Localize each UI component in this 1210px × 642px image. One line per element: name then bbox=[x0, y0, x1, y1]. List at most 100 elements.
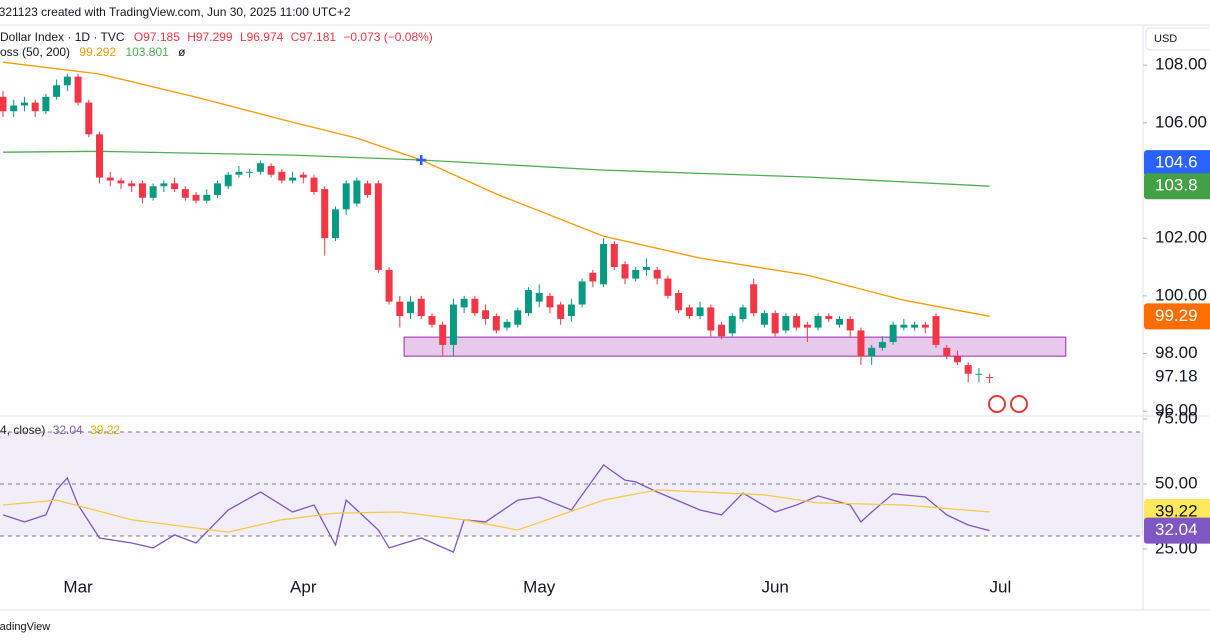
candle-body bbox=[331, 209, 339, 239]
candle-body bbox=[417, 298, 425, 317]
ohlc-open: O97.185 bbox=[134, 30, 180, 44]
candle-body bbox=[31, 102, 39, 112]
ohlc-low: L96.974 bbox=[240, 30, 284, 44]
candle-body bbox=[889, 324, 897, 343]
rsi-badge-label: 32.04 bbox=[1155, 520, 1198, 539]
rsi-ma-value: 39.22 bbox=[90, 423, 120, 437]
currency-box[interactable] bbox=[1145, 27, 1210, 51]
candle-body bbox=[181, 189, 189, 198]
rsi-value: 32.04 bbox=[53, 423, 83, 437]
line-series bbox=[2, 61, 990, 317]
candle-body bbox=[857, 330, 865, 357]
candle-body bbox=[20, 102, 28, 106]
candle-body bbox=[310, 177, 318, 193]
candle-body bbox=[117, 180, 125, 184]
candle-body bbox=[653, 269, 661, 279]
author-line: 3321123 created with TradingView.com, Ju… bbox=[0, 5, 351, 19]
candle-body bbox=[739, 307, 747, 319]
footer-logo: radingView bbox=[0, 621, 50, 633]
support-zone bbox=[403, 336, 1067, 357]
candle-body bbox=[342, 183, 350, 210]
candle-body bbox=[492, 316, 500, 331]
y-tick-label: 102.00 bbox=[1155, 228, 1207, 247]
candle-body bbox=[246, 171, 254, 173]
candle-body bbox=[224, 174, 232, 187]
candle-body bbox=[878, 342, 886, 348]
candle-body bbox=[707, 307, 715, 331]
candle-body bbox=[171, 183, 179, 190]
candle-body bbox=[632, 269, 640, 279]
candle-body bbox=[578, 281, 586, 305]
rsi-badge-label: 39.22 bbox=[1155, 501, 1198, 520]
candle-body bbox=[514, 310, 522, 325]
candle-body bbox=[610, 243, 618, 268]
candle-body bbox=[267, 166, 275, 175]
ma-line: oss (50, 200) 99.292 103.801 ø bbox=[0, 45, 186, 59]
line-series bbox=[2, 489, 990, 533]
candle-body bbox=[374, 183, 382, 270]
candle-body bbox=[535, 292, 543, 302]
y-tick-label: 106.00 bbox=[1155, 112, 1207, 131]
candle-body bbox=[385, 269, 393, 302]
candle-body bbox=[0, 96, 7, 112]
candle-body bbox=[793, 316, 801, 328]
ma-flag: ø bbox=[178, 45, 186, 59]
candle-body bbox=[921, 324, 929, 328]
candle-body bbox=[85, 102, 93, 135]
candle-body bbox=[953, 356, 961, 363]
event-icons[interactable] bbox=[988, 395, 1028, 413]
candle-body bbox=[696, 307, 704, 317]
rsi-line: 4, close) 32.04 39.22 bbox=[0, 423, 120, 437]
candle-body bbox=[289, 177, 297, 181]
candle-body bbox=[718, 324, 726, 337]
candle-body bbox=[42, 96, 50, 112]
x-tick-label: May bbox=[523, 577, 556, 596]
candle-body bbox=[664, 278, 672, 296]
candle-body bbox=[278, 171, 286, 181]
candle-body bbox=[449, 304, 457, 345]
ohlc-high: H97.299 bbox=[187, 30, 233, 44]
last-price-label: 97.18 bbox=[1155, 367, 1198, 386]
candle-body bbox=[192, 194, 200, 201]
candle-body bbox=[675, 292, 683, 311]
candle-body bbox=[868, 347, 876, 357]
price-badge-label: 104.6 bbox=[1155, 153, 1198, 172]
y-tick-label: 96.00 bbox=[1155, 401, 1198, 420]
candle-body bbox=[642, 267, 650, 270]
event-icon[interactable] bbox=[988, 395, 1006, 413]
candle-body bbox=[685, 307, 693, 317]
candle-body bbox=[900, 324, 908, 328]
symbol-line: Dollar Index · 1D · TVC O97.185 H97.299 … bbox=[0, 30, 433, 44]
candle-body bbox=[771, 313, 779, 334]
candle-body bbox=[213, 183, 221, 195]
candle-body bbox=[975, 373, 983, 375]
x-tick-label: Jun bbox=[761, 577, 788, 596]
candle-body bbox=[10, 105, 18, 112]
y-tick-label: 50.00 bbox=[1155, 473, 1198, 492]
rsi-badge bbox=[1144, 517, 1210, 544]
candle-body bbox=[728, 316, 736, 334]
candle-body bbox=[96, 134, 104, 178]
candle-body bbox=[299, 174, 307, 178]
x-tick-label: Mar bbox=[63, 577, 93, 596]
candle-body bbox=[503, 321, 511, 328]
currency: USD bbox=[1154, 33, 1177, 45]
y-tick-label: 100.00 bbox=[1155, 285, 1207, 304]
price-badge bbox=[1144, 150, 1210, 177]
rsi-title: 4, close) bbox=[0, 423, 45, 437]
candle-body bbox=[621, 264, 629, 279]
line-series bbox=[2, 464, 990, 553]
candle-body bbox=[428, 316, 436, 325]
candle-body bbox=[407, 301, 415, 314]
ma-title: oss (50, 200) bbox=[0, 45, 70, 59]
candle-body bbox=[256, 163, 264, 172]
ma200-value: 103.801 bbox=[125, 45, 169, 59]
price-badge bbox=[1144, 173, 1210, 200]
event-icon[interactable] bbox=[1010, 395, 1028, 413]
candle-body bbox=[782, 316, 790, 331]
candle-body bbox=[128, 183, 136, 187]
candle-body bbox=[932, 316, 940, 345]
candle-body bbox=[911, 324, 919, 328]
candle-body bbox=[63, 76, 71, 86]
symbol: Dollar Index · 1D · TVC bbox=[0, 30, 125, 44]
